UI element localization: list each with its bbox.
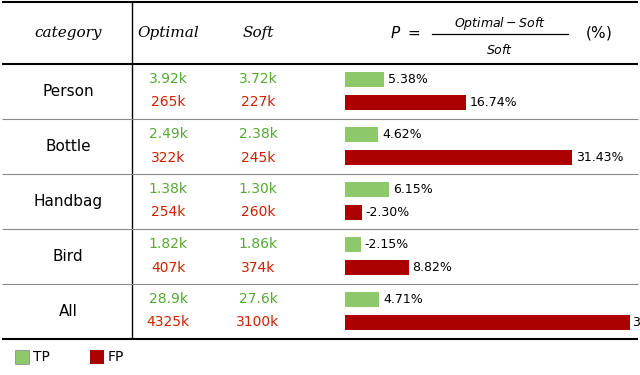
Text: $Optimal - Soft$: $Optimal - Soft$ (454, 15, 546, 32)
Text: Bottle: Bottle (45, 139, 91, 154)
Bar (345, 292, 379, 306)
Bar (345, 237, 360, 252)
Text: $(\%)$: $(\%)$ (585, 24, 612, 42)
Text: 27.6k: 27.6k (239, 292, 277, 306)
Text: Bird: Bird (52, 249, 83, 264)
Text: 1.86k: 1.86k (239, 237, 278, 251)
Text: 322k: 322k (151, 150, 185, 165)
Text: 6.15%: 6.15% (394, 183, 433, 196)
Text: $P\ =$: $P\ =$ (390, 25, 420, 41)
Text: -2.15%: -2.15% (365, 238, 409, 251)
Text: Optimal: Optimal (137, 26, 199, 40)
Text: 5.38%: 5.38% (388, 73, 428, 86)
Text: 1.82k: 1.82k (148, 237, 188, 251)
Bar (90, 350, 104, 364)
Text: 8.82%: 8.82% (413, 261, 452, 274)
Text: 227k: 227k (241, 96, 275, 109)
Text: 4.62%: 4.62% (382, 128, 422, 141)
Text: 4325k: 4325k (147, 315, 189, 330)
Text: 1.30k: 1.30k (239, 182, 277, 196)
Bar (345, 206, 362, 220)
Text: 4.71%: 4.71% (383, 293, 422, 306)
Text: 1.38k: 1.38k (148, 182, 188, 196)
Text: 245k: 245k (241, 150, 275, 165)
Text: 16.74%: 16.74% (470, 96, 517, 109)
Text: Person: Person (42, 84, 94, 99)
Text: 265k: 265k (151, 96, 185, 109)
Text: TP: TP (33, 350, 50, 364)
Text: category: category (35, 26, 102, 40)
Text: 31.43%: 31.43% (575, 151, 623, 164)
Text: Handbag: Handbag (33, 194, 102, 209)
Bar (345, 127, 378, 141)
Text: All: All (59, 304, 77, 319)
Text: 28.9k: 28.9k (148, 292, 188, 306)
Text: FP: FP (108, 350, 124, 364)
Text: 3.72k: 3.72k (239, 72, 277, 86)
Text: 2.49k: 2.49k (148, 128, 188, 141)
Text: 3100k: 3100k (236, 315, 280, 330)
Bar (15, 350, 29, 364)
Text: 254k: 254k (151, 206, 185, 219)
Bar (345, 260, 408, 274)
Bar (345, 182, 389, 196)
Text: 374k: 374k (241, 261, 275, 274)
Bar (345, 95, 466, 109)
Text: 2.38k: 2.38k (239, 128, 277, 141)
Text: $Soft$: $Soft$ (486, 43, 514, 57)
Bar (345, 150, 572, 165)
Bar (345, 72, 384, 87)
Text: Soft: Soft (243, 26, 274, 40)
Text: 260k: 260k (241, 206, 275, 219)
Bar (345, 315, 630, 330)
Text: 407k: 407k (151, 261, 185, 274)
Text: -2.30%: -2.30% (365, 206, 410, 219)
Text: 3.92k: 3.92k (148, 72, 188, 86)
Text: 39.52%: 39.52% (632, 316, 640, 329)
